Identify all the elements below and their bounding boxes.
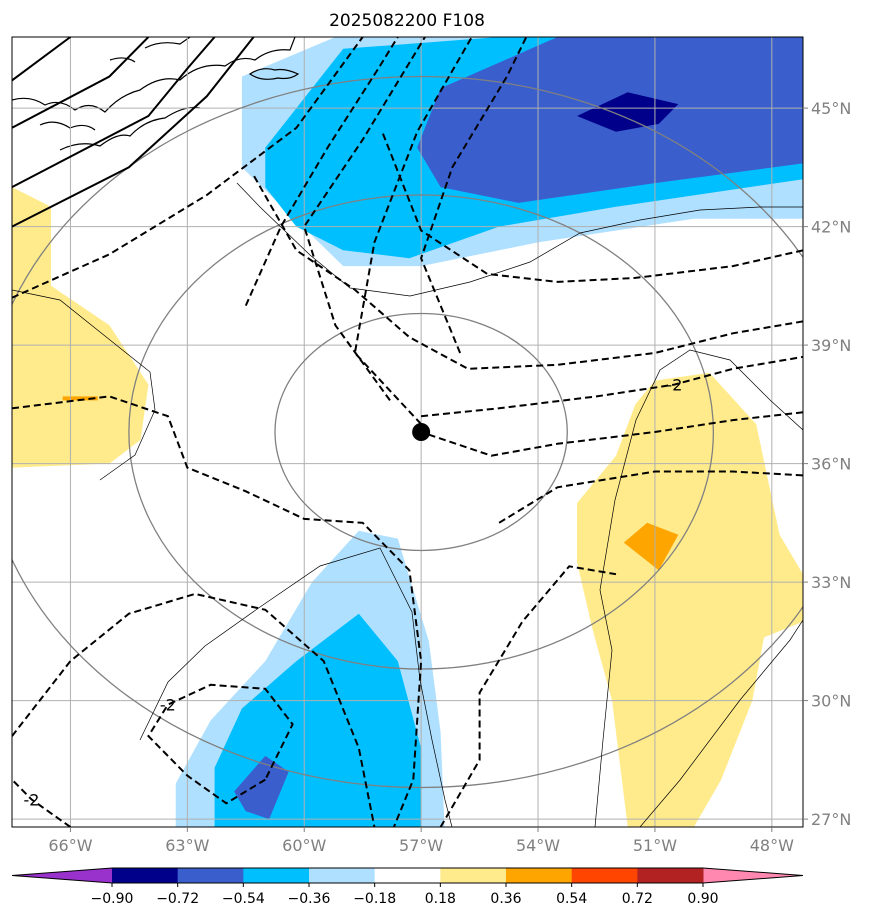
- solid-contour: [12, 37, 150, 129]
- x-tick-label: 57°W: [399, 836, 443, 855]
- x-tick-label: 66°W: [48, 836, 92, 855]
- dashed-contour: [420, 355, 803, 418]
- y-tick-label: 30°N: [811, 692, 851, 711]
- y-tick-label: 45°N: [811, 99, 851, 118]
- colorbar-tick-label: −0.36: [288, 891, 331, 907]
- x-axis-ticks: 66°W 63°W 60°W 57°W 54°W 51°W 48°W: [48, 827, 794, 855]
- x-tick-label: 54°W: [516, 836, 560, 855]
- colorbar-tick-label: −0.90: [91, 891, 134, 907]
- colorbar-segment: [112, 868, 179, 883]
- colorbar-tick-label: −0.72: [156, 891, 199, 907]
- filled-region: [577, 372, 803, 827]
- thin-contour: [12, 289, 156, 481]
- thin-contour: [236, 182, 803, 297]
- dashed-contour: [381, 131, 803, 283]
- colorbar-segment: [374, 868, 441, 883]
- dashed-contour: [420, 411, 803, 457]
- x-tick-label: 63°W: [165, 836, 209, 855]
- colorbar-segment: [571, 868, 638, 883]
- solid-contour: [12, 37, 216, 188]
- y-tick-label: 36°N: [811, 455, 851, 474]
- y-axis-ticks: 27°N 30°N 33°N 36°N 39°N 42°N 45°N: [803, 99, 851, 829]
- contour-label: -2: [24, 790, 40, 809]
- solid-contour: [12, 37, 71, 82]
- colorbar-tick-label: 0.54: [556, 891, 587, 907]
- dashed-contour: [498, 470, 803, 524]
- dashed-contour: [244, 37, 399, 307]
- colorbar-tick-label: 0.18: [425, 891, 456, 907]
- x-tick-label: 48°W: [750, 836, 794, 855]
- y-tick-label: 39°N: [811, 336, 851, 355]
- colorbar-tick-label: 0.36: [490, 891, 521, 907]
- dashed-contour: [12, 37, 364, 299]
- y-tick-label: 27°N: [811, 810, 851, 829]
- range-ring: [12, 75, 803, 789]
- x-tick-label: 51°W: [633, 836, 677, 855]
- colorbar-segment: [309, 868, 376, 883]
- colorbar-segment: [506, 868, 573, 883]
- coastline: [248, 68, 300, 80]
- dashed-contour: [12, 778, 71, 827]
- thin-contour: [139, 547, 453, 827]
- filled-contours: [12, 37, 803, 827]
- dashed-contour: [353, 37, 473, 425]
- colorbar-tick-label: 0.72: [622, 891, 653, 907]
- dashed-contour: [147, 683, 294, 805]
- colorbar-extend-high: [703, 868, 803, 883]
- dashed-contour: [12, 592, 376, 827]
- colorbar-tick-label: −0.54: [222, 891, 265, 907]
- colorbar-segment: [177, 868, 244, 883]
- dashed-contour: [12, 395, 423, 827]
- coastline: [59, 106, 201, 151]
- contour-label: -2: [666, 376, 682, 395]
- contour-labels: -2 -2 -2: [24, 376, 683, 810]
- range-ring: [274, 312, 568, 552]
- colorbar-tick-label: −0.18: [353, 891, 396, 907]
- dashed-contour: [439, 565, 617, 827]
- thin-contour: [639, 619, 803, 827]
- coastline: [12, 37, 296, 113]
- coastline: [109, 37, 191, 63]
- x-tick-label: 60°W: [282, 836, 326, 855]
- y-tick-label: 42°N: [811, 218, 851, 237]
- colorbar-segment: [243, 868, 310, 883]
- colorbar: −0.90 −0.72 −0.54 −0.36 −0.18 0.18 0.36 0.54 0.7…: [11, 867, 804, 907]
- solid-contour: [12, 37, 255, 228]
- filled-region: [623, 522, 679, 571]
- chart-title: 2025082200 F108: [329, 11, 485, 31]
- colorbar-tick-label: 0.90: [687, 891, 718, 907]
- solid-contours: [12, 37, 255, 228]
- dashed-contour: [303, 37, 426, 401]
- colorbar-segment: [440, 868, 507, 883]
- filled-region: [234, 755, 289, 820]
- filled-region: [577, 92, 679, 132]
- colorbar-extend-low: [12, 868, 112, 883]
- dashed-contour: [420, 37, 528, 354]
- colorbar-segment: [637, 868, 704, 883]
- map-frame: [11, 36, 804, 828]
- contour-label: -2: [160, 696, 176, 715]
- dashed-contours: [12, 37, 803, 827]
- map-plot-area: -2 -2 -2: [12, 37, 803, 827]
- thin-contour: [594, 349, 803, 827]
- storm-center-marker: [412, 423, 431, 441]
- thin-outline-contours: [12, 182, 803, 827]
- y-tick-label: 33°N: [811, 573, 851, 592]
- range-rings: [12, 75, 803, 789]
